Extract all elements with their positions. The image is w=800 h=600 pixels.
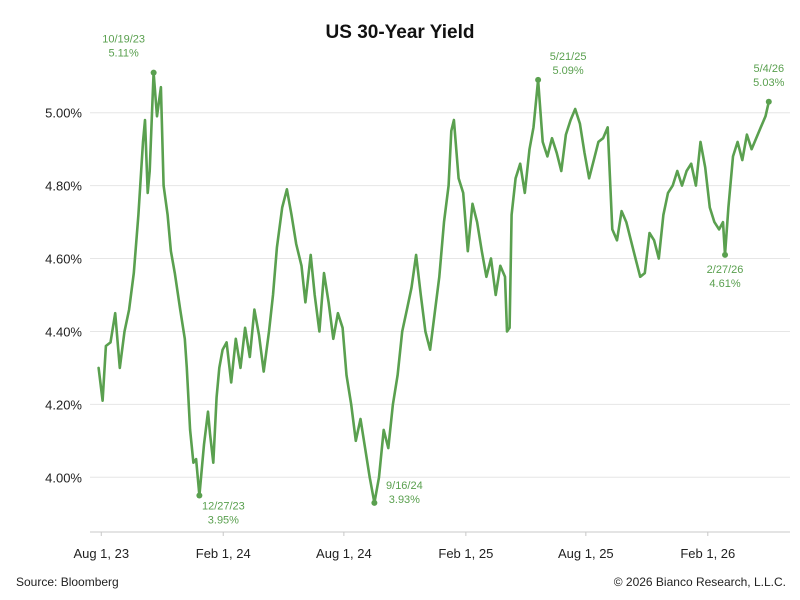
y-tick-label: 4.60%: [45, 252, 82, 267]
y-axis-ticks: 4.00% 4.20% 4.40% 4.60% 4.80% 5.00%: [45, 106, 82, 486]
x-tick-label: Feb 1, 25: [438, 546, 493, 561]
annotation-point: [196, 492, 203, 499]
y-tick-label: 4.80%: [45, 179, 82, 194]
annotation-value: 3.95%: [208, 515, 239, 527]
y-tick-label: 4.40%: [45, 324, 82, 339]
annotation-value: 5.09%: [553, 65, 584, 77]
annotation-point: [371, 499, 378, 506]
annotation-date: 5/4/26: [753, 63, 784, 75]
copyright-note: © 2026 Bianco Research, L.L.C.: [614, 575, 786, 589]
annotation-value: 4.61%: [709, 278, 740, 290]
annotation-point: [150, 69, 157, 76]
x-axis-ticks: Aug 1, 23 Feb 1, 24 Aug 1, 24 Feb 1, 25 Aug …: [73, 532, 735, 561]
x-tick-label: Aug 1, 23: [73, 546, 129, 561]
plot-area: [97, 71, 771, 505]
annotation-point: [765, 98, 772, 105]
annotation-date: 12/27/23: [202, 501, 245, 513]
annotation-date: 5/21/25: [550, 51, 587, 63]
annotation-date: 2/27/26: [707, 264, 744, 276]
x-tick-label: Aug 1, 25: [558, 546, 614, 561]
annotations: 10/19/23 5.11% 12/27/23 3.95% 9/16/24 3.93% 5/…: [102, 34, 784, 527]
annotation-point: [722, 251, 729, 258]
annotation-value: 3.93%: [389, 494, 420, 506]
yield-series-line: [97, 71, 771, 505]
y-tick-label: 4.20%: [45, 397, 82, 412]
x-tick-label: Feb 1, 24: [196, 546, 251, 561]
y-tick-label: 5.00%: [45, 106, 82, 121]
annotation-value: 5.03%: [753, 77, 784, 89]
annotation-point: [535, 76, 542, 83]
annotation-value: 5.11%: [108, 48, 139, 60]
x-tick-label: Feb 1, 26: [680, 546, 735, 561]
x-tick-label: Aug 1, 24: [316, 546, 372, 561]
annotation-date: 10/19/23: [102, 34, 145, 46]
source-note: Source: Bloomberg: [16, 575, 119, 589]
gridlines: [90, 112, 790, 478]
y-tick-label: 4.00%: [45, 470, 82, 485]
annotation-date: 9/16/24: [386, 480, 423, 492]
chart-title: US 30-Year Yield: [326, 22, 475, 43]
